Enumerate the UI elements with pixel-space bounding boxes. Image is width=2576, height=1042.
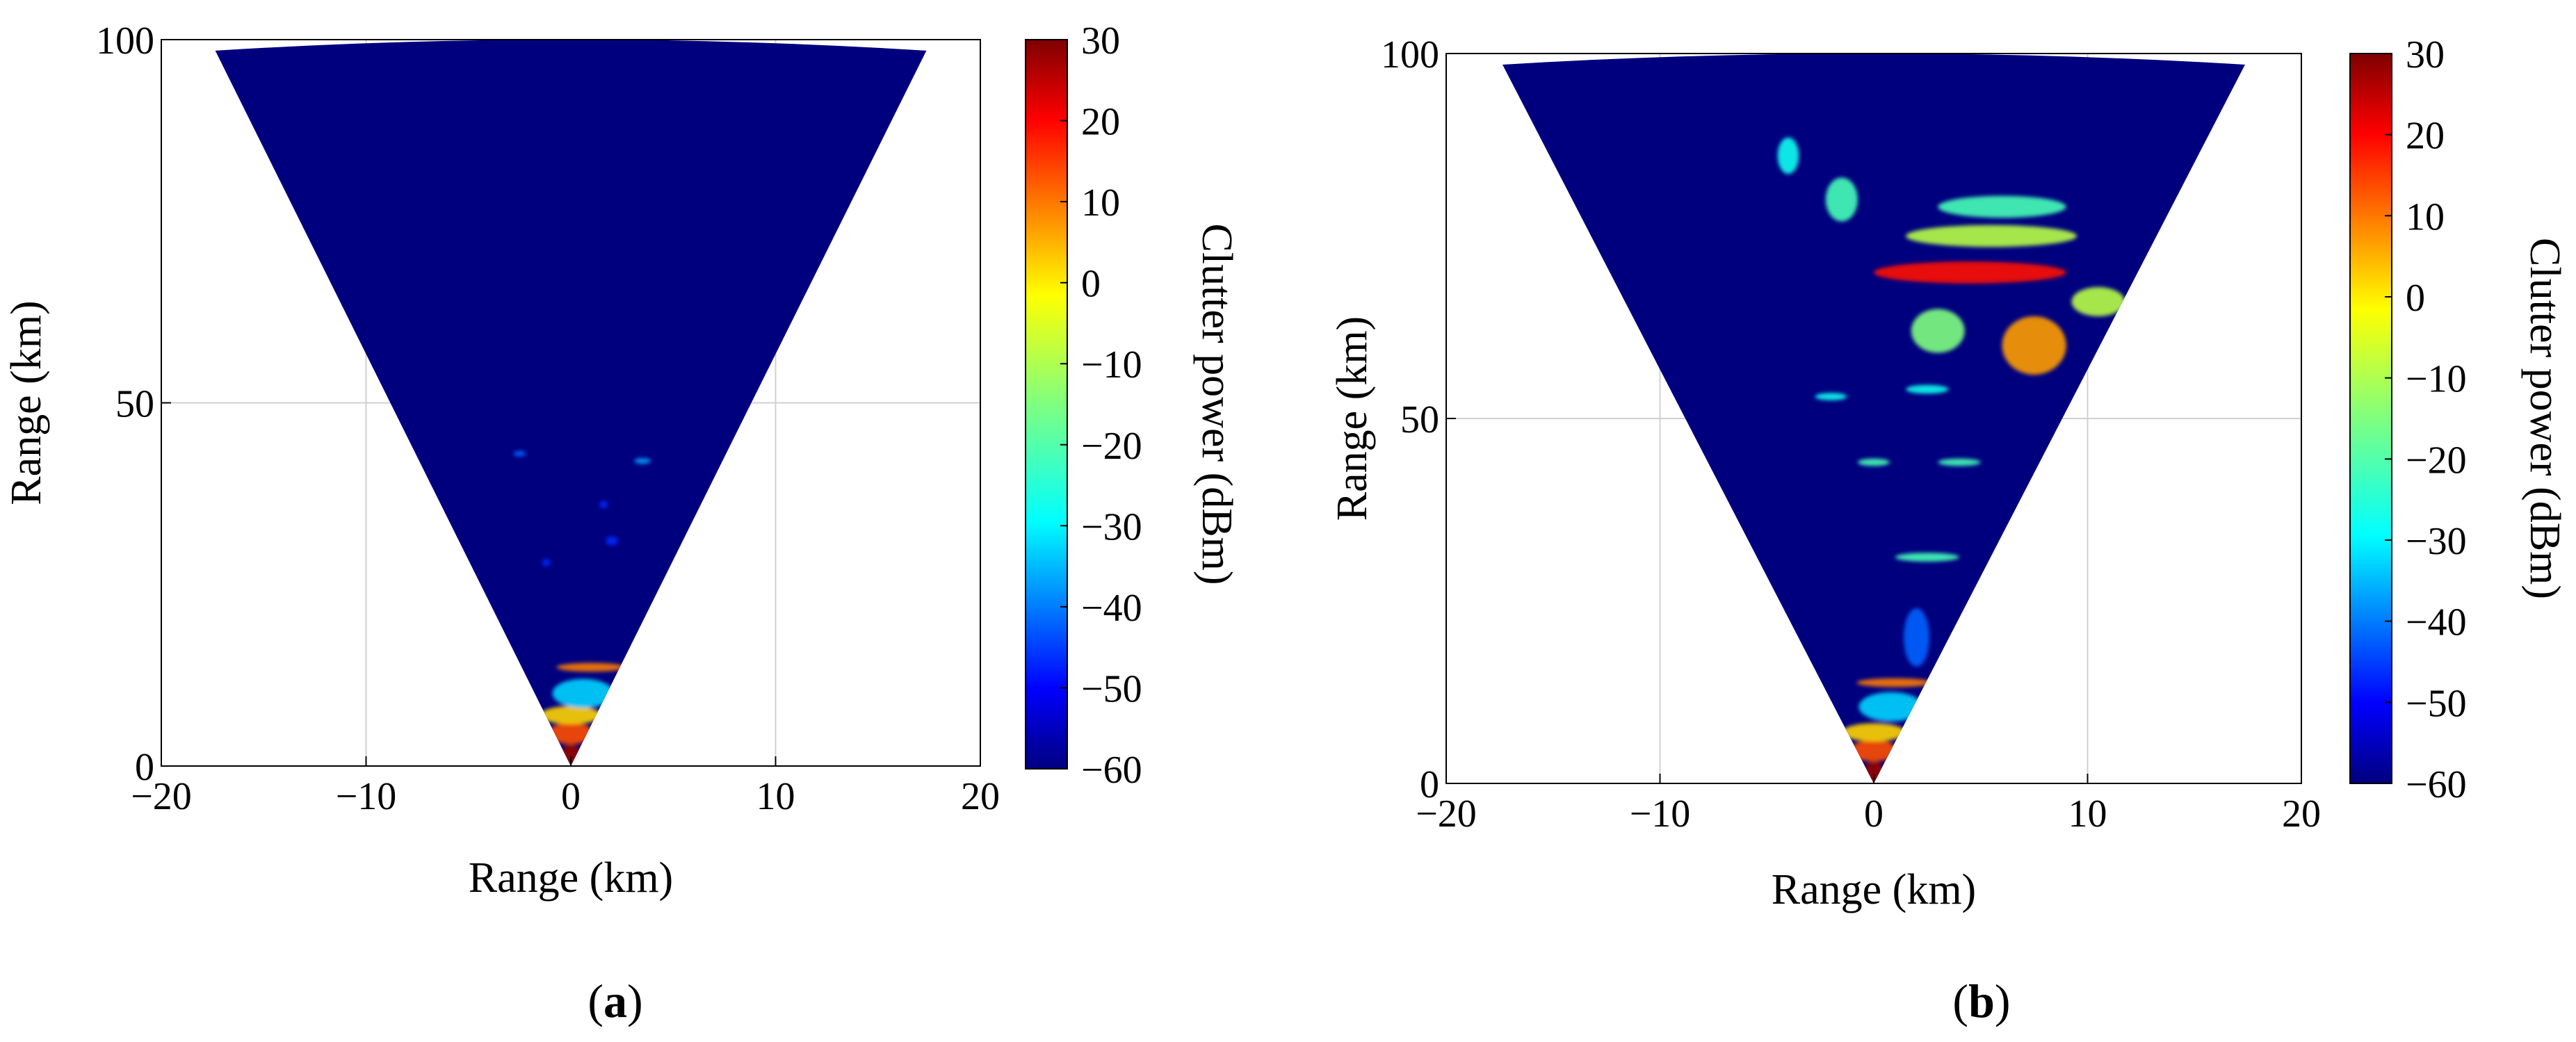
coverage-sector [215, 39, 927, 766]
y-tick-label: 100 [1381, 33, 1439, 76]
x-tick-label: 20 [2282, 792, 2321, 836]
colorbar-tick-label: −30 [1081, 505, 1142, 548]
colorbar [1025, 39, 1068, 770]
clutter-patch [606, 536, 618, 546]
clutter-patch [542, 559, 551, 567]
clutter-patch [1938, 195, 2066, 218]
clutter-patch [552, 678, 614, 708]
colorbar [2349, 53, 2392, 784]
colorbar-tick-label: 20 [1081, 101, 1120, 144]
x-tick-label: −20 [131, 775, 192, 818]
x-tick-label: 10 [2068, 792, 2107, 836]
x-tick-label: −10 [1630, 792, 1691, 836]
clutter-patch [634, 457, 651, 464]
x-axis-label: Range (km) [1772, 866, 1976, 913]
x-tick-label: −10 [336, 775, 397, 818]
colorbar-tick-label: 0 [1081, 263, 1101, 306]
y-tick-label: 50 [1400, 398, 1439, 441]
clutter-patch [1906, 384, 1949, 394]
clutter-patch [1874, 261, 2066, 284]
colorbar-tick-label: −50 [2406, 682, 2467, 725]
y-tick-label: 50 [115, 383, 154, 426]
clutter-patch [548, 722, 594, 744]
clutter-patch [1825, 177, 1858, 222]
colorbar-tick-label: −50 [1081, 667, 1142, 710]
x-tick-label: 0 [561, 775, 581, 818]
panel-caption-b: (b) [1952, 975, 2010, 1027]
clutter-patch [1858, 692, 1923, 722]
clutter-patch [1911, 309, 1965, 353]
colorbar-tick-label: 20 [2406, 115, 2445, 158]
y-axis-label: Range (km) [1329, 316, 1376, 521]
clutter-patch [1777, 137, 1799, 174]
colorbar-tick-label: 0 [2406, 277, 2425, 320]
colorbar-tick-label: −10 [1081, 343, 1142, 386]
colorbar-tick-label: −10 [2406, 358, 2467, 401]
y-tick-label: 0 [1420, 763, 1439, 806]
clutter-patch [1815, 393, 1847, 400]
clutter-patch [2071, 287, 2125, 316]
colorbar-tick-label: −40 [1081, 587, 1142, 630]
y-tick-label: 100 [96, 19, 154, 63]
colorbar-tick-label: −40 [2406, 601, 2467, 644]
clutter-patch [1857, 458, 1890, 466]
colorbar-tick-label: 30 [1081, 19, 1120, 63]
clutter-patch [1938, 458, 1981, 466]
x-tick-label: 10 [756, 775, 795, 818]
clutter-layer [1777, 137, 2125, 783]
colorbar-tick-label: −60 [1081, 749, 1142, 792]
colorbar-label: Clutter power (dBm) [1193, 223, 1240, 585]
x-tick-label: −20 [1416, 792, 1477, 836]
clutter-patch [1856, 678, 1934, 687]
colorbar-tick-label: 30 [2406, 33, 2445, 76]
panel-caption-a: (a) [588, 975, 642, 1027]
clutter-patch [540, 706, 602, 724]
colorbar-tick-label: 10 [1081, 181, 1120, 225]
clutter-patch [1904, 608, 1929, 667]
clutter-patch [1895, 553, 1959, 562]
clutter-patch [1906, 225, 2077, 247]
clutter-patch [1841, 723, 1906, 742]
clutter-layer [513, 450, 651, 766]
x-axis-label: Range (km) [469, 854, 673, 902]
colorbar-tick-label: 10 [2406, 195, 2445, 238]
clutter-patch [599, 500, 608, 509]
clutter-patch [1850, 740, 1897, 762]
colorbar-tick-label: −20 [2406, 439, 2467, 482]
x-tick-label: 20 [961, 775, 1000, 818]
colorbar-tick-label: −60 [2406, 763, 2467, 806]
y-axis-label: Range (km) [3, 300, 50, 505]
x-tick-label: 0 [1864, 792, 1884, 836]
clutter-patch [556, 662, 626, 672]
y-tick-label: 0 [135, 746, 154, 789]
colorbar-tick-label: −20 [1081, 425, 1142, 468]
colorbar-label: Clutter power (dBm) [2521, 238, 2568, 599]
clutter-patch [513, 450, 526, 457]
clutter-patch [2002, 316, 2066, 375]
colorbar-tick-label: −30 [2406, 520, 2467, 563]
